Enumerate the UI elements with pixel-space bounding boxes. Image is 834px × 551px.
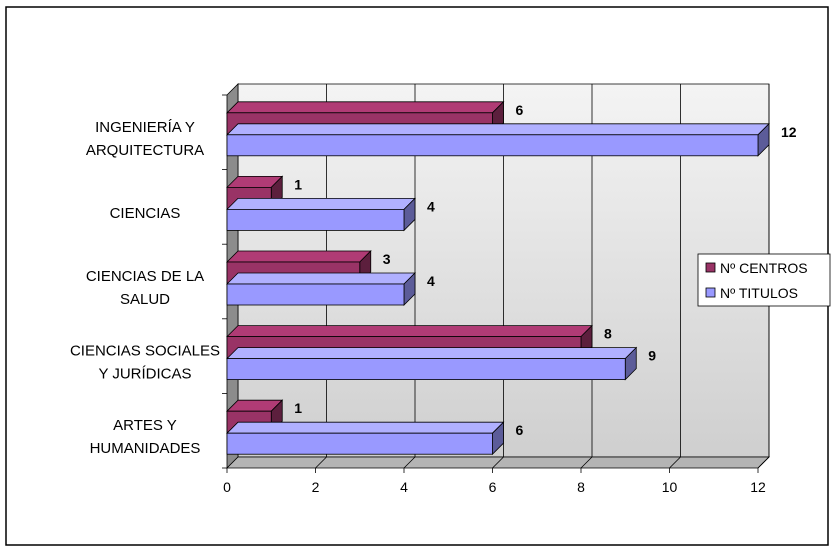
x-tick-label: 8	[577, 479, 585, 495]
data-label: 6	[516, 422, 524, 438]
data-label: 3	[383, 251, 391, 267]
data-label: 1	[294, 400, 302, 416]
bar-top-face	[226, 421, 505, 434]
x-tick-label: 2	[312, 479, 320, 495]
floor-gridline	[492, 456, 504, 469]
bar-top-face	[226, 347, 638, 359]
data-label: 4	[427, 198, 435, 214]
floor-gridline	[403, 456, 416, 469]
bar-top-face	[226, 123, 770, 136]
category-label: CIENCIAS DE LA SALUD	[86, 268, 204, 308]
bar-top-face	[226, 250, 372, 263]
category-label: CIENCIAS	[110, 205, 181, 222]
bar-top-face	[226, 272, 416, 285]
bar-top-face	[226, 325, 593, 337]
bar	[226, 208, 405, 231]
category-label: CIENCIAS SOCIALES Y JURÍDICAS	[70, 343, 220, 383]
category-label: ARTES Y HUMANIDADES	[90, 417, 201, 457]
x-tick-label: 0	[223, 479, 231, 495]
legend-box	[697, 253, 831, 307]
category-label: INGENIERÍA Y ARQUITECTURA	[86, 119, 204, 159]
legend-swatch	[705, 287, 716, 298]
bar	[226, 432, 493, 455]
x-tick-label: 10	[662, 479, 678, 495]
bar	[226, 283, 405, 306]
bar	[226, 134, 759, 157]
bar-top-face	[226, 101, 505, 114]
legend-swatch	[705, 262, 716, 273]
floor-gridline	[580, 456, 593, 469]
x-tick-label: 6	[489, 479, 497, 495]
data-label: 4	[427, 273, 435, 289]
data-label: 8	[604, 326, 612, 342]
data-label: 9	[648, 348, 656, 364]
x-tick-label: 12	[750, 479, 766, 495]
bar-top-face	[226, 198, 416, 210]
plot-area: 0 2 4 6 8 10 12 INGENIERÍA Y ARQUITECTURA 6 12 CIEN…	[70, 83, 797, 495]
x-tick-label: 4	[400, 479, 408, 495]
floor-gridline	[757, 456, 770, 469]
data-label: 1	[294, 176, 302, 192]
legend-label: Nº TITULOS	[720, 285, 798, 301]
floor-gridline	[669, 456, 681, 469]
bar	[226, 358, 626, 381]
data-label: 6	[516, 102, 524, 118]
data-label: 12	[781, 124, 797, 140]
legend: Nº CENTROS Nº TITULOS	[697, 253, 831, 307]
floor-gridline	[315, 456, 327, 469]
legend-label: Nº CENTROS	[720, 260, 808, 276]
